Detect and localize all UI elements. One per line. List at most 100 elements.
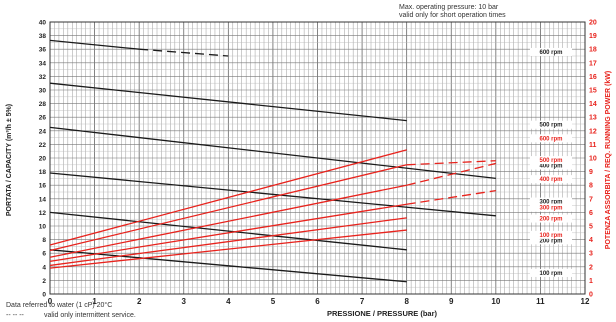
header-note-line-1: Max. operating pressure: 10 bar (399, 4, 499, 11)
y-right-tick-label: 1 (589, 278, 593, 285)
y-left-tick-label: 14 (39, 196, 47, 203)
y-right-tick-label: 2 (589, 264, 593, 271)
y-left-tick-label: 2 (42, 278, 46, 285)
capacity-label-600-rpm: 600 rpm (539, 50, 562, 56)
power-line-200-rpm (49, 217, 407, 267)
x-tick-label: 8 (404, 297, 409, 306)
x-axis-title: PRESSIONE / PRESSURE (bar) (327, 309, 438, 318)
capacity-label-bg (530, 268, 572, 277)
x-tick-label: 10 (491, 297, 500, 306)
capacity-label-500-rpm: 500 rpm (539, 123, 562, 129)
y-right-tick-label: 11 (589, 142, 597, 149)
capacity-line-500-rpm (49, 82, 407, 122)
x-tick-label: 0 (48, 297, 53, 306)
power-line-dashed-500-rpm (406, 160, 496, 166)
x-tick-label: 11 (536, 297, 545, 306)
power-label-600-rpm: 600 rpm (539, 136, 562, 142)
y-left-tick-label: 40 (39, 20, 47, 27)
capacity-label-400-rpm: 400 rpm (539, 164, 562, 170)
footnote-dash-legend-glyph: -- -- -- (6, 312, 25, 319)
x-tick-label: 5 (271, 297, 276, 306)
header-note-line-2: valid only for short operation times (399, 12, 506, 19)
y-left-tick-label: 30 (39, 88, 47, 95)
y-left-tick-label: 4 (42, 264, 46, 271)
power-line-600-rpm (49, 149, 407, 246)
y-right-tick-label: 8 (589, 183, 593, 190)
axis-layer: 0 1 2 3 4 5 6 7 8 9 10 11 12024681012141618202224262… (39, 20, 597, 307)
y-left-tick-label: 24 (39, 128, 47, 135)
power-line-400-rpm (49, 184, 407, 258)
y-right-tick-label: 20 (589, 20, 597, 27)
x-tick-label: 3 (182, 297, 187, 306)
x-tick-label: 4 (226, 297, 231, 306)
y-right-tick-label: 17 (589, 60, 597, 67)
capacity-label-100-rpm: 100 rpm (539, 271, 562, 277)
y-right-tick-label: 14 (589, 101, 597, 108)
capacity-label-bg (530, 120, 572, 129)
y-left-tick-label: 12 (39, 210, 47, 217)
x-tick-label: 6 (315, 297, 320, 306)
x-tick-label: 12 (581, 297, 590, 306)
y-left-tick-label: 28 (39, 101, 47, 108)
y-axis-title-right: POTENZA ASSORBITA / REQ. RUNNING POWER (… (605, 71, 612, 249)
plot-frame (49, 21, 586, 295)
capacity-line-300-rpm (49, 172, 496, 217)
y-right-tick-label: 18 (589, 47, 597, 54)
y-left-tick-label: 38 (39, 33, 47, 40)
footnote-intermittent: valid only intermittent service. (44, 312, 136, 319)
capacity-label-200-rpm: 200 rpm (539, 238, 562, 244)
y-right-tick-label: 5 (589, 224, 593, 231)
y-right-tick-label: 19 (589, 33, 597, 40)
capacity-label-300-rpm: 300 rpm (539, 200, 562, 206)
y-right-tick-label: 16 (589, 74, 597, 81)
power-label-200-rpm: 200 rpm (539, 217, 562, 223)
y-right-tick-label: 13 (589, 115, 597, 122)
y-left-tick-label: 32 (39, 74, 47, 81)
power-label-400-rpm: 400 rpm (539, 177, 562, 183)
capacity-label-bg (530, 161, 572, 170)
y-axis-title-left: PORTATA / CAPACITY (m³/h ± 5%) (6, 104, 13, 216)
power-label-bg (530, 230, 572, 239)
y-right-tick-label: 7 (589, 196, 593, 203)
capacity-line-200-rpm (49, 211, 407, 251)
y-right-tick-label: 3 (589, 251, 593, 258)
y-left-tick-label: 36 (39, 47, 47, 54)
y-right-tick-label: 4 (589, 237, 593, 244)
x-tick-label: 2 (137, 297, 142, 306)
y-left-tick-label: 6 (42, 251, 46, 258)
capacity-line-600-rpm (49, 39, 140, 50)
y-right-tick-label: 0 (589, 292, 593, 299)
power-line-dashed-300-rpm (406, 189, 496, 205)
power-label-bg (530, 203, 572, 212)
power-line-100-rpm (49, 229, 407, 269)
power-line-500-rpm (49, 164, 407, 252)
y-right-tick-label: 6 (589, 210, 593, 217)
power-label-bg (530, 175, 572, 184)
capacity-line-400-rpm (49, 126, 496, 180)
capacity-line-dashed-600-rpm (139, 48, 229, 57)
y-left-tick-label: 34 (39, 60, 47, 67)
y-right-tick-label: 15 (589, 88, 597, 95)
y-right-tick-label: 10 (589, 156, 597, 163)
y-left-tick-label: 0 (42, 292, 46, 299)
power-line-dashed-400-rpm (406, 162, 496, 186)
power-label-bg (530, 134, 572, 143)
y-right-tick-label: 12 (589, 128, 597, 135)
capacity-label-bg (530, 197, 572, 206)
y-left-tick-label: 20 (39, 156, 47, 163)
power-label-500-rpm: 500 rpm (539, 158, 562, 164)
x-tick-label: 1 (92, 297, 97, 306)
power-label-bg (530, 214, 572, 223)
power-label-300-rpm: 300 rpm (539, 206, 562, 212)
y-right-tick-label: 9 (589, 169, 593, 176)
power-label-100-rpm: 100 rpm (539, 233, 562, 239)
y-left-tick-label: 16 (39, 183, 47, 190)
x-tick-label: 7 (360, 297, 365, 306)
y-left-tick-label: 10 (39, 224, 47, 231)
series-layer (49, 39, 496, 283)
capacity-line-100-rpm (49, 249, 407, 283)
y-left-tick-label: 18 (39, 169, 47, 176)
